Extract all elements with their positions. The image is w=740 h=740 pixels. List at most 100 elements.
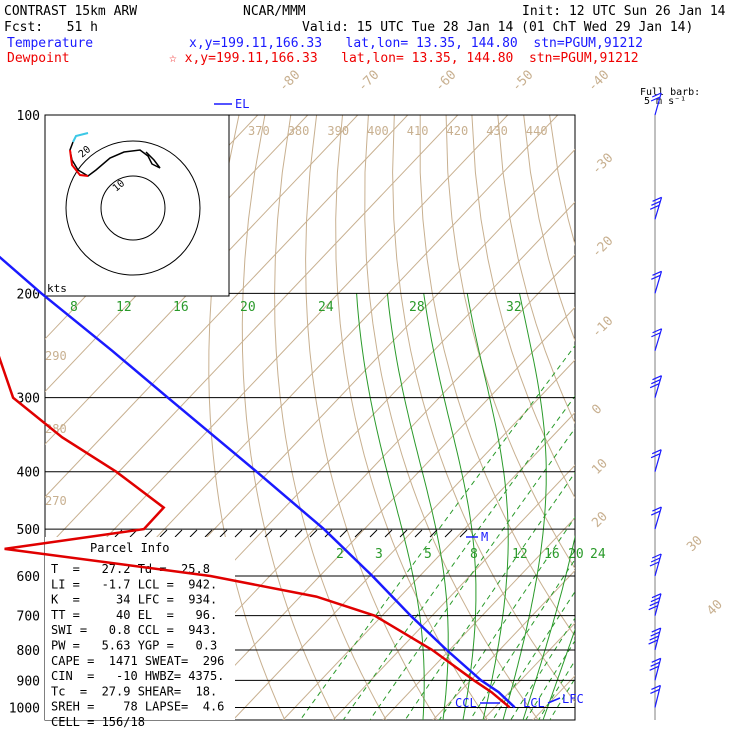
dry-adiabat-line	[471, 115, 575, 499]
wind-barb-flag	[651, 332, 661, 338]
isotherm-line	[282, 411, 575, 720]
dewpoint-profile	[0, 355, 511, 709]
moist-adiabat-tick-label: 28	[409, 300, 425, 315]
mixing-ratio-line	[538, 659, 575, 720]
mixing-ratio-tick-label: 20	[568, 547, 584, 562]
wind-barb-flag	[651, 379, 661, 385]
hodograph-low-trace	[69, 149, 89, 177]
moist-adiabat-tick-label: 8	[70, 300, 78, 315]
sounding-profiles	[0, 255, 516, 709]
isotherm-line	[532, 675, 575, 720]
valid-time: Valid: 15 UTC Tue 28 Jan 14 (01 ChT Wed …	[302, 20, 693, 35]
lcl-marker: LCL	[523, 696, 545, 710]
mixing-ratio-tick-label: 24	[590, 547, 606, 562]
hatch-mark	[249, 529, 258, 538]
mixing-ratio-line	[525, 639, 575, 720]
lcl-marker-line	[547, 697, 561, 704]
mixing-ratio-line	[369, 427, 575, 720]
barb-legend-title: Full barb:	[640, 87, 700, 98]
isotherm-line	[232, 359, 575, 720]
theta-tick-label: 280	[45, 422, 67, 436]
wind-barb-flag	[649, 665, 659, 671]
dry-adiabat-line	[241, 115, 336, 720]
mixing-ratio-tick-label: 3	[375, 547, 383, 562]
pressure-tick-label: 100	[17, 109, 40, 124]
hodograph-unit: kts	[47, 282, 67, 295]
isotherm-tick-label: -60	[432, 68, 459, 95]
isotherm-tick-label: 40	[704, 597, 726, 619]
isotherm-line	[45, 115, 509, 603]
moist-adiabat-tick-label: 16	[173, 300, 189, 315]
theta-tick-label: 410	[407, 124, 429, 138]
isotherm-tick-label: 30	[684, 533, 706, 555]
wind-barb-staff	[654, 271, 663, 294]
mixing-ratio-line	[469, 558, 575, 720]
isotherm-tick-label: 10	[589, 456, 611, 478]
wind-barb-flag	[650, 661, 660, 667]
wind-barb-flag	[651, 553, 662, 559]
pressure-tick-label: 300	[17, 392, 40, 407]
parcel-info-row: T = 27.2 Td = 25.8	[51, 562, 210, 576]
forecast-hour: Fcst: 51 h	[4, 20, 98, 35]
wind-barb-flag	[650, 597, 661, 603]
theta-tick-label: 440	[526, 124, 548, 138]
wind-barb-flag	[651, 684, 661, 690]
mixing-ratio-line	[342, 395, 575, 720]
wind-barb-flag	[649, 383, 660, 389]
dry-adiabat-line	[653, 115, 740, 720]
dry-adiabat-line	[523, 115, 575, 342]
isotherm-tick-label: -70	[355, 68, 382, 95]
mixing-ratio-line	[549, 677, 575, 720]
mixing-ratio-line	[299, 344, 575, 720]
dry-adiabat-line	[392, 115, 575, 703]
mixing-ratio-line	[492, 590, 575, 720]
wind-barb-flag	[652, 375, 662, 381]
mixing-ratio-tick-label: 5	[424, 547, 432, 562]
moist-adiabat-line	[522, 534, 575, 720]
wind-barb-flag	[651, 627, 661, 633]
hatch-mark	[234, 529, 243, 538]
moist-adiabat-line	[386, 293, 449, 720]
pressure-tick-label: 600	[17, 570, 40, 585]
theta-tick-label: 390	[327, 124, 349, 138]
hatch-mark	[414, 529, 423, 538]
parcel-info-row: CAPE = 1471 SWEAT= 296	[51, 654, 224, 668]
hatch-mark	[264, 529, 273, 538]
parcel-info-row: SREH = 78 LAPSE= 4.6	[51, 700, 224, 714]
wind-barb-staff	[654, 328, 663, 351]
parcel-info-row: PW = 5.63 YGP = 0.3	[51, 639, 217, 653]
moist-adiabat-line	[423, 293, 477, 720]
parcel-info-title: Parcel Info	[90, 541, 169, 555]
isotherm-tick-label: -30	[589, 151, 616, 178]
lfc-marker: LFC	[562, 692, 584, 706]
dry-adiabat-line	[705, 115, 740, 720]
theta-tick-label: 400	[367, 124, 389, 138]
wind-barb-flag	[648, 639, 658, 645]
hatch-mark	[444, 529, 453, 538]
ccl-marker: CCL	[455, 696, 477, 710]
wind-barb-staff	[654, 658, 662, 681]
dry-adiabat-line	[364, 115, 539, 720]
wind-barb-flag	[652, 328, 662, 334]
parcel-info-row: LI = -1.7 LCL = 942.	[51, 577, 217, 591]
theta-tick-label: 420	[447, 124, 469, 138]
moist-adiabat-line	[466, 293, 509, 720]
theta-tick-label: 270	[45, 494, 67, 508]
hodograph-ring-inner	[100, 175, 166, 241]
pressure-tick-label: 700	[17, 610, 40, 625]
mixing-ratio-tick-label: 8	[470, 547, 478, 562]
hatch-mark	[339, 529, 348, 538]
mixing-ratio-line	[404, 471, 575, 720]
isotherm-tick-label: -40	[585, 68, 612, 95]
pressure-tick-label: 200	[17, 287, 40, 302]
isotherm-line	[45, 115, 459, 551]
wind-barb-flag	[651, 657, 661, 663]
theta-tick-label: 290	[45, 349, 67, 363]
wind-barb-flag	[650, 453, 661, 459]
wind-barb-flag	[649, 561, 660, 567]
hatch-mark	[369, 529, 378, 538]
wind-barb-flag	[651, 274, 661, 280]
isotherm-line	[332, 464, 575, 720]
hodograph: 10 20 kts	[44, 114, 230, 297]
hatch-mark	[294, 529, 303, 538]
